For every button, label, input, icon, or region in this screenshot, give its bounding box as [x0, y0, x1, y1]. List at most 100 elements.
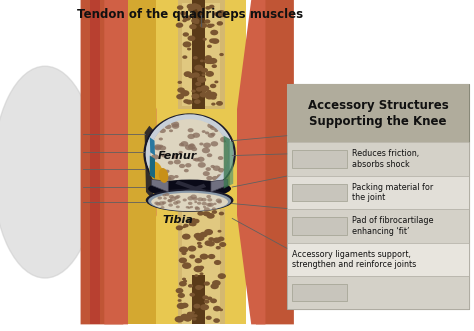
Circle shape [207, 24, 213, 28]
Circle shape [197, 157, 205, 162]
Circle shape [181, 141, 188, 147]
Circle shape [219, 308, 223, 311]
Circle shape [203, 206, 206, 208]
Circle shape [184, 169, 189, 172]
Circle shape [165, 176, 172, 181]
Circle shape [204, 229, 213, 235]
Circle shape [162, 201, 166, 204]
Circle shape [161, 206, 164, 209]
Circle shape [180, 90, 190, 96]
Circle shape [218, 168, 225, 172]
Circle shape [214, 80, 219, 83]
Circle shape [207, 90, 211, 93]
Circle shape [206, 316, 212, 320]
Ellipse shape [149, 162, 164, 183]
Circle shape [211, 38, 219, 44]
Circle shape [182, 234, 191, 240]
Circle shape [207, 153, 212, 157]
Circle shape [159, 137, 163, 140]
Circle shape [187, 4, 195, 9]
Circle shape [213, 237, 221, 243]
Circle shape [189, 255, 195, 259]
Circle shape [183, 99, 190, 104]
Circle shape [179, 151, 183, 154]
Circle shape [176, 206, 180, 208]
Circle shape [157, 197, 162, 200]
FancyBboxPatch shape [287, 243, 469, 276]
Circle shape [169, 195, 174, 199]
Circle shape [197, 202, 201, 205]
Ellipse shape [146, 189, 233, 212]
Circle shape [211, 103, 216, 106]
Ellipse shape [0, 66, 97, 278]
Circle shape [217, 10, 225, 16]
Circle shape [164, 169, 169, 173]
Circle shape [220, 137, 228, 142]
Text: Tendon of the quadriceps muscles: Tendon of the quadriceps muscles [76, 8, 303, 21]
Circle shape [190, 194, 197, 199]
Circle shape [200, 286, 204, 288]
Circle shape [179, 258, 187, 263]
Circle shape [194, 99, 201, 104]
Circle shape [202, 90, 206, 93]
Circle shape [192, 72, 200, 77]
Circle shape [164, 197, 167, 200]
Circle shape [188, 207, 191, 209]
Circle shape [195, 258, 202, 263]
Circle shape [177, 87, 185, 93]
Circle shape [176, 23, 183, 28]
Circle shape [210, 24, 215, 27]
Circle shape [210, 299, 217, 303]
Circle shape [191, 147, 197, 151]
Bar [182, 3, 220, 106]
Circle shape [197, 197, 203, 201]
Circle shape [187, 218, 193, 223]
Circle shape [197, 211, 204, 216]
Circle shape [181, 314, 189, 319]
Circle shape [216, 199, 222, 203]
Text: Accessory ligaments support,
strengthen and reinforce joints: Accessory ligaments support, strengthen … [292, 250, 417, 269]
Polygon shape [242, 0, 294, 324]
Circle shape [210, 141, 218, 147]
Circle shape [205, 71, 214, 77]
Circle shape [197, 242, 201, 245]
Polygon shape [230, 141, 233, 185]
Polygon shape [128, 0, 156, 324]
Circle shape [182, 278, 186, 280]
Circle shape [210, 165, 215, 168]
Circle shape [207, 45, 212, 48]
Circle shape [210, 84, 216, 88]
Circle shape [200, 232, 208, 237]
Polygon shape [175, 180, 206, 194]
Circle shape [194, 274, 198, 277]
Circle shape [201, 73, 206, 76]
Circle shape [206, 195, 211, 198]
Circle shape [192, 132, 200, 138]
Circle shape [205, 91, 212, 96]
Circle shape [207, 59, 214, 64]
Circle shape [218, 273, 226, 279]
Circle shape [192, 158, 197, 161]
Circle shape [175, 288, 183, 293]
Circle shape [210, 95, 217, 100]
Circle shape [192, 197, 198, 201]
Circle shape [151, 154, 159, 160]
Circle shape [207, 213, 215, 219]
Text: Accessory Structures
Supporting the Knee: Accessory Structures Supporting the Knee [308, 99, 448, 128]
Circle shape [202, 148, 210, 153]
Bar [81, 7, 289, 324]
Circle shape [163, 178, 167, 181]
Circle shape [188, 8, 193, 12]
Circle shape [189, 24, 197, 29]
Polygon shape [211, 179, 228, 192]
Circle shape [168, 204, 173, 207]
FancyBboxPatch shape [287, 209, 469, 243]
Circle shape [204, 300, 210, 304]
Polygon shape [224, 136, 230, 189]
Polygon shape [152, 179, 168, 192]
Circle shape [213, 203, 217, 205]
Circle shape [209, 38, 216, 43]
Polygon shape [237, 0, 265, 324]
Circle shape [194, 233, 202, 239]
Circle shape [158, 145, 163, 148]
